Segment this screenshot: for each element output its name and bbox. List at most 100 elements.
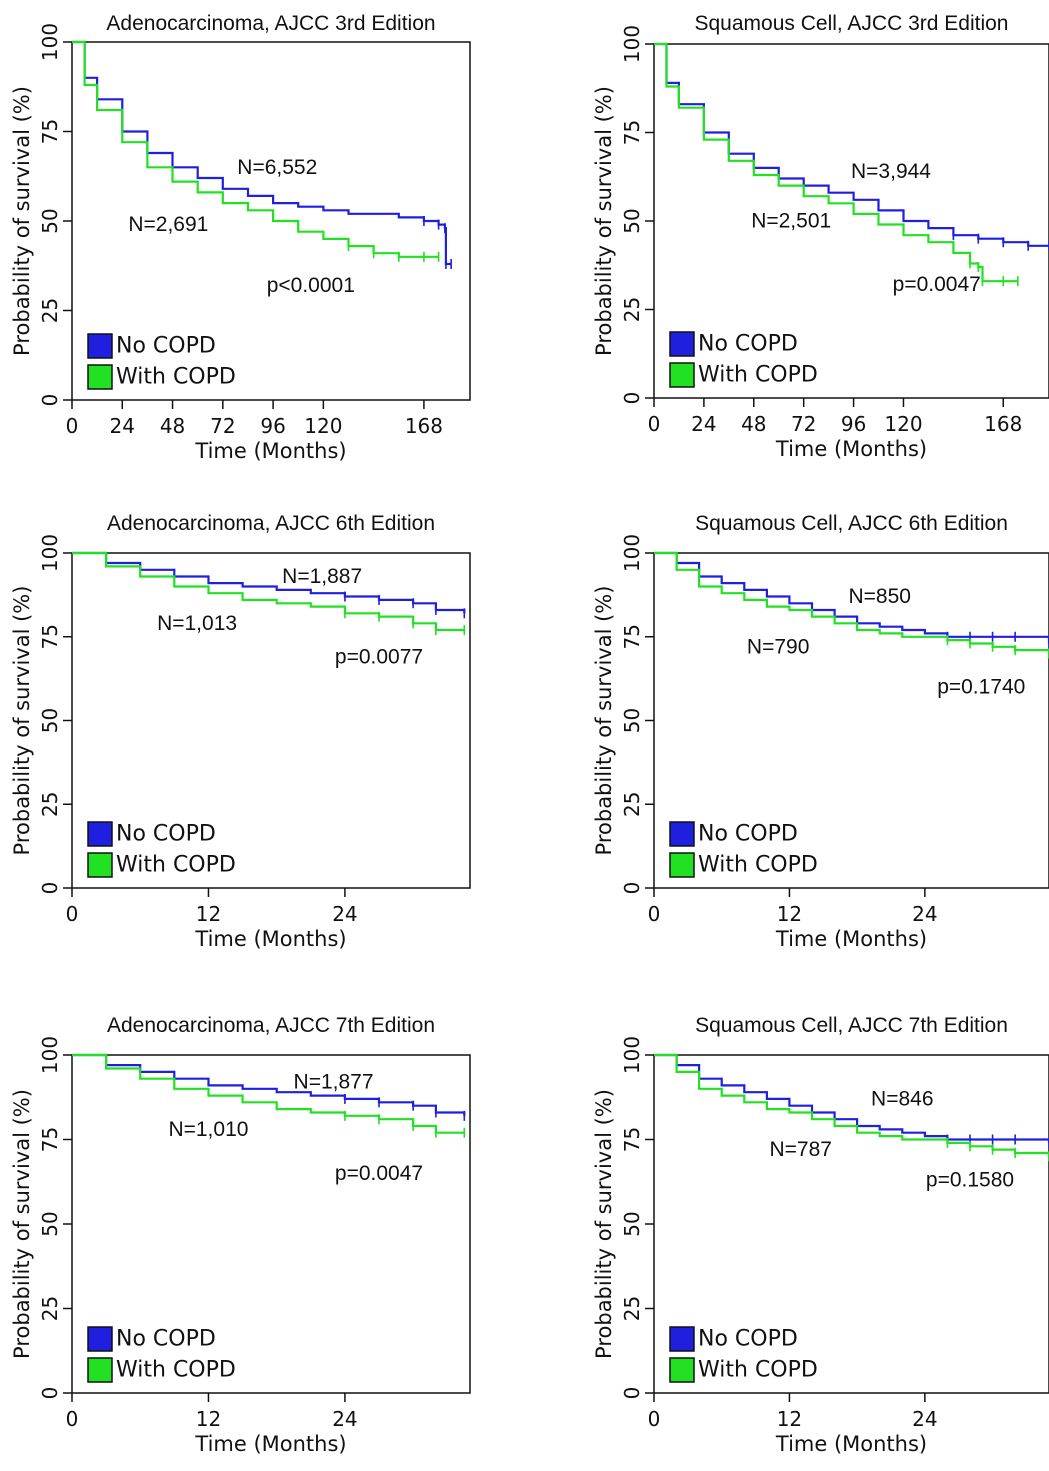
survival-curve-no-copd [72, 1053, 466, 1116]
x-tick-label: 0 [648, 412, 661, 436]
y-tick-label: 50 [620, 208, 644, 233]
sample-size-label: N=1,877 [294, 1071, 374, 1094]
legend-label: With COPD [698, 1358, 818, 1383]
chart-panel-2: Squamous Cell, AJCC 3rd Edition 0 25 50 75 10… [592, 12, 1049, 461]
x-axis-label: Time (Months) [194, 927, 346, 951]
x-tick-label: 72 [791, 412, 816, 436]
x-tick-label: 0 [648, 1407, 661, 1431]
chart-panel-3: Adenocarcinoma, AJCC 6th Edition 0 25 50 75 1… [10, 512, 471, 951]
y-axis-label: Probability of survival (%) [592, 586, 616, 856]
legend-label: No COPD [698, 1327, 798, 1352]
chart-title: Adenocarcinoma, AJCC 3rd Edition [106, 12, 435, 35]
chart-panel-1: Adenocarcinoma, AJCC 3rd Edition 0 25 50 75 1… [10, 12, 471, 463]
x-tick-label: 12 [196, 1407, 221, 1431]
chart-panel-5: Adenocarcinoma, AJCC 7th Edition 0 25 50 75 1… [10, 1014, 471, 1456]
legend-label: With COPD [116, 853, 236, 878]
survival-curve-with-copd [72, 40, 439, 258]
x-tick-label: 12 [777, 1407, 802, 1431]
x-tick-label: 0 [66, 414, 79, 438]
y-axis-label: Probability of survival (%) [10, 86, 34, 356]
x-tick-label: 168 [405, 414, 443, 438]
sample-size-label: N=1,010 [168, 1118, 248, 1141]
y-tick-label: 25 [620, 1296, 644, 1321]
x-tick-label: 24 [912, 902, 937, 926]
chart-title: Squamous Cell, AJCC 3rd Edition [695, 12, 1009, 35]
legend-label: With COPD [698, 363, 818, 388]
sample-size-label: N=790 [747, 635, 809, 658]
y-tick-label: 25 [620, 297, 644, 322]
p-value-label: p=0.0047 [335, 1162, 423, 1185]
y-tick-label: 50 [38, 708, 62, 733]
x-tick-label: 24 [110, 414, 135, 438]
y-tick-label: 50 [620, 1211, 644, 1236]
survival-curve-with-copd [654, 1053, 1049, 1157]
survival-curve-with-copd [72, 551, 465, 632]
y-tick-label: 0 [620, 882, 644, 895]
x-tick-label: 24 [691, 412, 716, 436]
legend-label: With COPD [698, 853, 818, 878]
survival-curve-with-copd [72, 1053, 465, 1134]
chart-title: Adenocarcinoma, AJCC 7th Edition [107, 1014, 435, 1037]
survival-curve-no-copd [654, 1053, 1049, 1143]
x-tick-label: 72 [210, 414, 235, 438]
sample-size-label: N=2,501 [751, 210, 831, 233]
legend: No COPD With COPD [669, 331, 818, 388]
x-tick-label: 24 [332, 1407, 357, 1431]
x-tick-label: 0 [648, 902, 661, 926]
x-axis-label: Time (Months) [775, 437, 927, 461]
legend: No COPD With COPD [669, 821, 818, 878]
x-tick-label: 48 [160, 414, 185, 438]
y-tick-label: 25 [38, 298, 62, 323]
legend-swatch-with-copd [669, 1357, 695, 1383]
y-tick-label: 0 [38, 1387, 62, 1400]
x-tick-label: 24 [332, 902, 357, 926]
x-axis-label: Time (Months) [775, 1432, 927, 1456]
legend: No COPD With COPD [87, 333, 236, 390]
x-tick-label: 0 [66, 902, 79, 926]
survival-curve-no-copd [72, 551, 466, 614]
legend-swatch-no-copd [87, 1326, 113, 1352]
y-axis-label: Probability of survival (%) [10, 586, 34, 856]
y-tick-label: 0 [38, 394, 62, 407]
y-tick-label: 75 [620, 624, 644, 649]
x-axis-label: Time (Months) [775, 927, 927, 951]
legend-swatch-with-copd [87, 1357, 113, 1383]
y-tick-label: 75 [38, 119, 62, 144]
x-tick-label: 96 [841, 412, 866, 436]
x-tick-label: 0 [66, 1407, 79, 1431]
y-tick-label: 25 [38, 792, 62, 817]
p-value-label: p=0.0077 [335, 645, 423, 668]
y-axis-label: Probability of survival (%) [10, 1089, 34, 1359]
chart-panel-4: Squamous Cell, AJCC 6th Edition 0 25 50 75 10… [592, 512, 1049, 951]
y-tick-label: 0 [620, 1387, 644, 1400]
y-axis-label: Probability of survival (%) [592, 86, 616, 356]
sample-size-label: N=846 [871, 1087, 933, 1110]
sample-size-label: N=850 [848, 585, 910, 608]
sample-size-label: N=2,691 [128, 213, 208, 236]
survival-curve-with-copd [654, 551, 1049, 654]
y-tick-label: 0 [620, 392, 644, 405]
legend-label: With COPD [116, 365, 236, 390]
x-tick-label: 120 [304, 414, 342, 438]
sample-size-label: N=1,013 [157, 612, 237, 635]
y-tick-label: 50 [38, 208, 62, 233]
y-tick-label: 75 [38, 1127, 62, 1152]
y-tick-label: 25 [620, 792, 644, 817]
x-axis-label: Time (Months) [194, 1432, 346, 1456]
chart-title: Adenocarcinoma, AJCC 6th Edition [107, 512, 435, 535]
x-tick-label: 120 [884, 412, 922, 436]
survival-curve-no-copd [654, 42, 1049, 247]
legend: No COPD With COPD [87, 821, 236, 878]
chart-panel-6: Squamous Cell, AJCC 7th Edition 0 25 50 75 10… [592, 1014, 1049, 1456]
sample-size-label: N=3,944 [851, 160, 931, 183]
x-tick-label: 48 [741, 412, 766, 436]
x-tick-label: 96 [260, 414, 285, 438]
legend-swatch-no-copd [87, 821, 113, 847]
legend-label: No COPD [116, 822, 216, 847]
y-tick-label: 50 [620, 708, 644, 733]
p-value-label: p=0.1740 [937, 676, 1025, 699]
p-value-label: p<0.0001 [267, 274, 355, 297]
y-tick-label: 25 [38, 1296, 62, 1321]
legend-label: No COPD [698, 332, 798, 357]
